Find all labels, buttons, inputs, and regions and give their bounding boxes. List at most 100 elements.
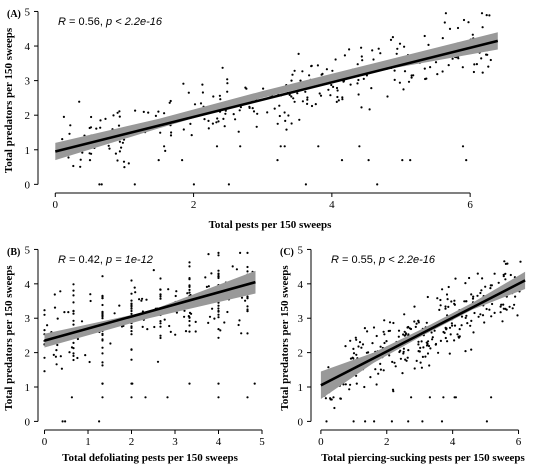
scatter-point-b <box>217 328 220 331</box>
scatter-point-a <box>361 59 364 62</box>
scatter-point-c <box>479 291 482 295</box>
scatter-point-b <box>141 325 144 328</box>
scatter-point-c <box>415 359 418 362</box>
scatter-point-c <box>516 314 519 317</box>
scatter-point-b <box>130 309 133 313</box>
scatter-point-b <box>188 265 191 268</box>
scatter-point-b <box>188 291 191 294</box>
scatter-point-a <box>193 103 197 106</box>
scatter-point-a <box>278 104 281 107</box>
scatter-point-c <box>348 388 351 391</box>
y-ticks-a: 0 1 2 3 4 5 <box>25 6 38 191</box>
scatter-point-a <box>224 112 227 115</box>
x-tick-label-a: 2 <box>191 199 197 211</box>
scatter-point-b <box>159 277 162 280</box>
scatter-point-a <box>290 122 293 125</box>
scatter-point-c <box>382 369 385 372</box>
scatter-point-c <box>453 324 457 327</box>
scatter-point-c <box>349 383 352 386</box>
scatter-point-b <box>109 342 112 345</box>
scatter-point-a <box>467 21 470 24</box>
scatter-point-b <box>72 312 75 315</box>
scatter-point-a <box>237 130 240 133</box>
scatter-point-c <box>375 383 378 386</box>
scatter-point-a <box>203 118 206 121</box>
scatter-point-a <box>276 122 279 125</box>
scatter-point-b <box>169 330 172 333</box>
y-tick-label-a: 1 <box>25 145 31 157</box>
scatter-point-b <box>72 319 75 322</box>
scatter-point-a <box>480 57 483 60</box>
scatter-point-b <box>63 311 66 314</box>
scatter-point-b <box>101 275 104 278</box>
scatter-point-c <box>433 329 436 332</box>
scatter-point-a <box>393 78 396 81</box>
scatter-point-b <box>60 367 64 370</box>
scatter-point-c <box>377 372 380 375</box>
scatter-point-b <box>130 305 133 308</box>
scatter-point-b <box>56 317 59 320</box>
scatter-point-c <box>407 420 410 423</box>
scatter-point-a <box>223 125 226 128</box>
scatter-point-b <box>56 343 59 347</box>
scatter-point-b <box>217 316 220 319</box>
scatter-point-a <box>448 27 452 30</box>
scatter-point-c <box>413 367 416 370</box>
y-tick-label-b: 2 <box>25 348 31 360</box>
scatter-point-c <box>490 315 493 318</box>
x-tick-label-b: 3 <box>172 436 178 448</box>
scatter-point-a <box>122 160 126 163</box>
scatter-point-c <box>480 289 483 292</box>
scatter-point-b <box>130 279 133 282</box>
scatter-point-c <box>415 322 418 325</box>
x-tick-label-c: 0 <box>318 436 324 448</box>
scatter-point-c <box>385 340 388 343</box>
scatter-point-c <box>443 331 446 334</box>
scatter-point-c <box>333 406 336 410</box>
scatter-point-b <box>68 351 71 354</box>
scatter-point-a <box>207 119 210 122</box>
scatter-point-a <box>403 45 406 48</box>
scatter-point-c <box>444 305 447 308</box>
scatter-point-a <box>398 42 402 45</box>
scatter-point-c <box>448 352 451 355</box>
scatter-point-a <box>340 159 344 162</box>
scatter-point-b <box>217 310 220 313</box>
scatter-point-c <box>358 341 362 344</box>
scatter-point-c <box>407 349 410 352</box>
scatter-point-c <box>394 365 397 368</box>
scatter-point-b <box>188 382 191 385</box>
scatter-point-a <box>68 132 71 135</box>
scatter-point-c <box>431 336 434 339</box>
scatter-point-b <box>76 337 79 341</box>
confidence-band-c <box>320 271 526 399</box>
confidence-band-b <box>44 270 256 348</box>
scatter-point-c <box>439 298 442 302</box>
scatter-point-b <box>80 320 84 323</box>
scatter-point-c <box>344 345 347 348</box>
scatter-point-a <box>116 111 119 114</box>
scatter-point-a <box>475 63 478 66</box>
scatter-point-c <box>458 328 461 331</box>
scatter-point-b <box>64 420 67 423</box>
scatter-point-b <box>167 288 170 291</box>
regression-line-a <box>54 39 499 153</box>
scatter-point-a <box>287 114 290 117</box>
x-axis-title-b: Total defoliating pests per 150 sweeps <box>62 452 238 464</box>
scatter-point-c <box>490 284 493 287</box>
scatter-point-c <box>397 329 401 332</box>
scatter-point-a <box>409 159 412 162</box>
scatter-point-a <box>471 33 474 36</box>
scatter-point-a <box>189 122 192 125</box>
scatter-point-b <box>72 289 75 292</box>
y-tick-label-a: 4 <box>25 41 31 53</box>
scatter-point-a <box>436 73 439 76</box>
x-ticks-b: 0 1 2 3 4 5 <box>42 430 265 448</box>
scatter-point-c <box>404 332 408 335</box>
scatter-point-a <box>441 70 444 73</box>
scatter-point-c <box>513 303 516 306</box>
scatter-point-a <box>372 58 375 61</box>
scatter-point-a <box>219 98 222 101</box>
scatter-point-a <box>226 78 229 81</box>
x-ticks-c: 0 2 4 6 <box>318 430 522 448</box>
